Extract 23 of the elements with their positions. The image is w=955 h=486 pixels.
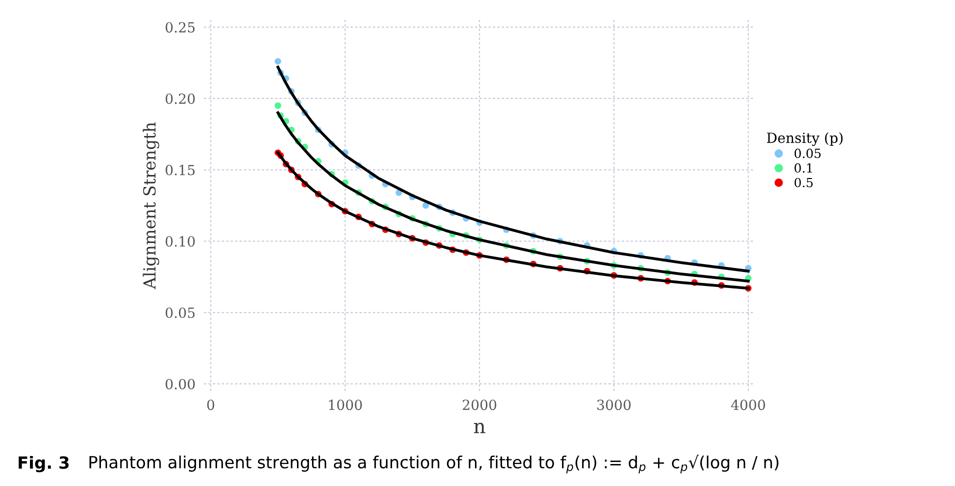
y-axis-title: Alignment Strength — [142, 122, 160, 290]
legend-label: 0.05 — [794, 148, 821, 158]
legend-label: 0.1 — [794, 163, 812, 173]
y-tick-label: 0.10 — [166, 236, 195, 247]
y-tick-label: 0.05 — [166, 307, 195, 318]
legend-title: Density (p) — [767, 132, 843, 146]
point — [274, 102, 282, 109]
y-tick-label: 0.15 — [166, 164, 195, 176]
y-tick-label: 0.25 — [166, 22, 195, 33]
x-tick-label: 0 — [207, 400, 214, 410]
line-series — [276, 66, 750, 273]
point — [274, 58, 282, 65]
point — [422, 202, 429, 209]
x-tick-label: 1000 — [329, 400, 362, 410]
y-tick-label: 0.00 — [166, 378, 195, 390]
x-tick-label: 3000 — [597, 400, 631, 410]
y-tick-label: 0.20 — [166, 93, 195, 104]
x-tick-label: 4000 — [731, 400, 766, 410]
text: Phantom alignment strength as a function of n, fitted to f$_{p}$(n) := d$_{p}$ + c$_{p}$√(log n / n) — [89, 454, 778, 474]
x-tick-label: 2000 — [462, 400, 496, 410]
x-axis-title: n — [474, 422, 486, 434]
caption: Fig. 3 — [18, 456, 69, 472]
legend-label: 0.5 — [794, 178, 813, 188]
